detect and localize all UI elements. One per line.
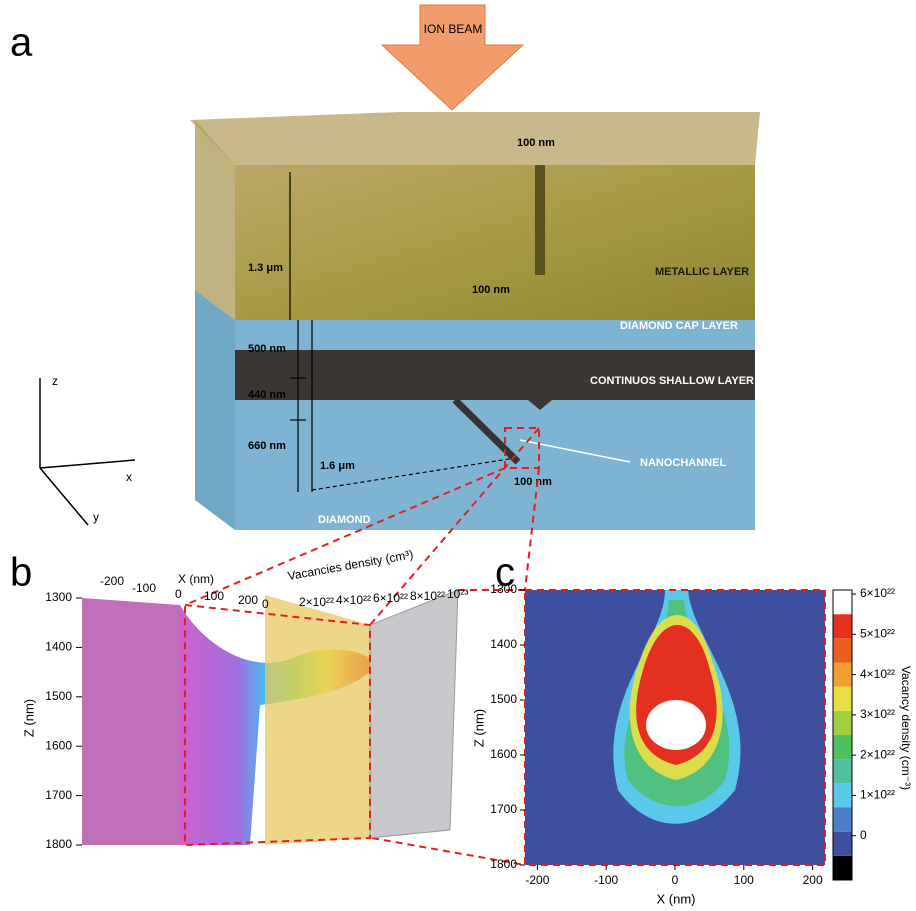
colorbar-frame [832,589,853,881]
layer-label: CONTINUOS SHALLOW LAYER [590,375,754,387]
colorbar-swatch [833,686,852,711]
panel-label: b [10,551,32,595]
axis-name: z [52,374,58,388]
layer-label: DIAMOND CAP LAYER [620,320,738,332]
tick-label: 200 [238,593,258,607]
colorbar-swatch [833,735,852,760]
tick-label: 200 [803,873,823,887]
tick-label: 5×10²² [860,626,895,640]
colorbar-swatch [833,783,852,808]
wall [369,589,459,839]
panel-label: c [495,551,515,595]
tick-label: 4×10²² [336,593,371,607]
layer-label: METALLIC LAYER [655,266,749,278]
colorbar-swatch [833,614,852,639]
dim-label: 1.3 μm [248,262,283,274]
tick-label: 1500 [45,689,72,703]
shallow-layer [235,350,755,410]
top-face [190,112,760,165]
tick-label: 0 [175,587,182,601]
slice-plane [265,595,370,845]
tick-label: 1600 [490,747,517,761]
dim-label: 100 nm [517,137,555,149]
tick-label: 1800 [490,857,517,871]
colorbar-swatch [833,831,852,856]
tick-label: 1400 [45,640,72,654]
tick-label: 10²³ [447,587,468,601]
tick-label: -200 [525,873,549,887]
colorbar-swatch [833,662,852,687]
axis-title: Vacancy density (cm⁻³) [899,666,913,790]
tick-label: 6×10²² [373,591,408,605]
tick-label: 1600 [45,738,72,752]
tick-label: 3×10²² [860,707,895,721]
dim-label: 100 nm [472,284,510,296]
beam-label: ION BEAM [424,22,483,36]
dimension-lines [289,172,516,492]
axis-name: y [93,510,99,524]
axis-name: x [126,470,132,484]
colorbar-swatch [833,807,852,832]
ion-beam-arrow [380,4,525,111]
colorbar-swatch [833,855,852,880]
axis-title: X (nm) [657,891,696,906]
tick-label: 1300 [45,590,72,604]
axis-title: Z (nm) [21,699,36,737]
tick-label: 0 [672,873,679,887]
tick-label: 2×10²² [299,595,334,609]
tick-label: 1300 [490,582,517,596]
axis-title: Z (nm) [471,709,486,747]
colorbar-swatch [833,759,852,784]
tick-label: 2×10²² [860,747,895,761]
tick-label: 1500 [490,692,517,706]
metallic-layer [235,165,755,320]
panel-label: a [10,21,33,65]
tick-label: -200 [100,574,124,588]
tick-label: 100 [204,589,224,603]
tick-label: 1400 [490,637,517,651]
slice-frame [184,603,371,847]
axis-title: X (nm) [178,572,214,586]
tick-label: 100 [734,873,754,887]
dim-label: 440 nm [248,389,286,401]
nanochannel [452,397,521,465]
slit [535,165,545,275]
tick-label: 1700 [490,802,517,816]
tick-label: -100 [594,873,618,887]
layer-label: NANOCHANNEL [640,457,726,469]
dim-label: 100 nm [514,476,552,488]
tick-label: -100 [132,581,156,595]
tick-label: 1×10²² [860,788,895,802]
tick-label: 8×10²² [410,589,445,603]
tick-label: 6×10²² [860,586,895,600]
connectors [184,427,540,866]
tick-label: 1700 [45,788,72,802]
colorbar-swatch [833,590,852,615]
surface-back [82,598,180,845]
layer-label: DIAMOND [318,514,371,526]
tick-label: 0 [262,597,269,611]
tick-label: 0 [860,828,867,842]
dim-label: 660 nm [248,440,286,452]
diamond-side [195,290,235,530]
colorbar-swatch [833,638,852,663]
left-face [195,120,235,320]
coord-axes [39,378,136,526]
dim-label: 500 nm [248,343,286,355]
dim-label: 1.6 μm [320,460,355,472]
tick-label: 4×10²² [860,667,895,681]
tick-label: 1800 [45,837,72,851]
colorbar-swatch [833,710,852,735]
contour-core [646,700,706,750]
